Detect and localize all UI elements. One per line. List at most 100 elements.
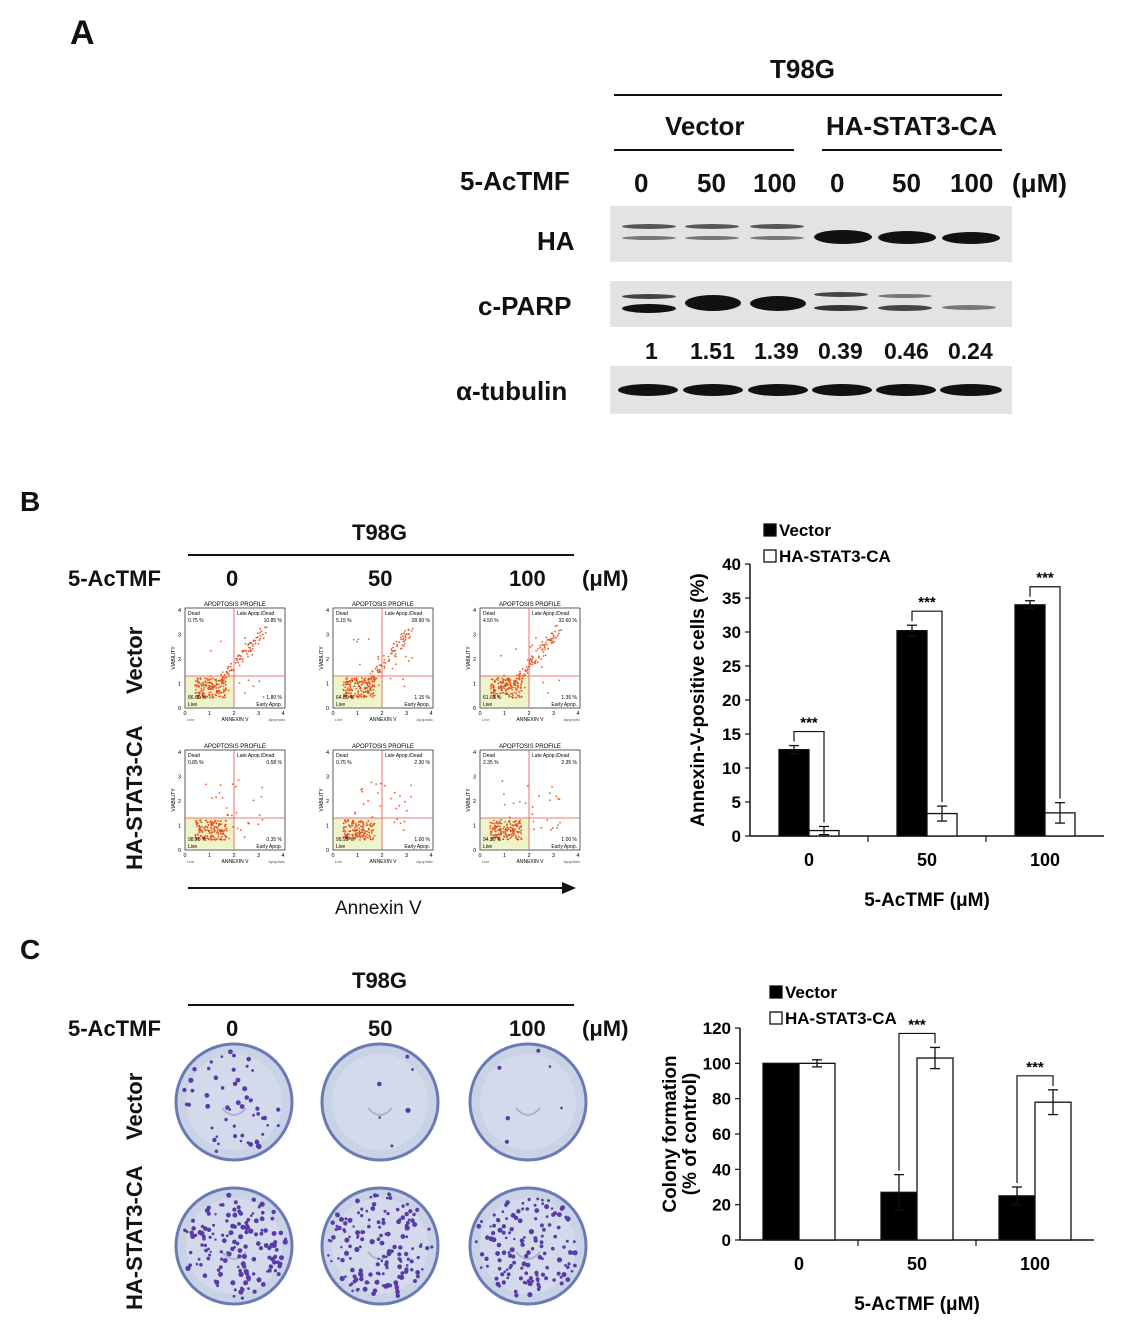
flow-dot (372, 823, 374, 826)
colony (356, 1236, 359, 1239)
flow-dot (521, 667, 524, 670)
flow-dot (251, 647, 254, 650)
flow-dot (410, 784, 412, 787)
flow-dot (252, 799, 255, 802)
quant-4: 0.39 (818, 338, 863, 364)
flow-dot (260, 630, 263, 633)
flow-dot (552, 637, 555, 640)
flow-dot (551, 639, 553, 642)
flow-dot (368, 831, 371, 834)
flow-x-right-label: Apoptotic (563, 859, 580, 864)
flow-dot (538, 655, 540, 658)
flow-dot (212, 822, 215, 825)
flow-dot (363, 835, 366, 837)
flow-dot (249, 649, 252, 651)
flow-dot (363, 691, 366, 694)
colony (568, 1251, 572, 1255)
flow-dot (210, 686, 212, 688)
colony (383, 1209, 387, 1213)
flow-dot (498, 820, 501, 823)
colony (560, 1106, 563, 1110)
colony (539, 1223, 544, 1228)
colony (360, 1230, 365, 1235)
bar-vector (762, 1062, 800, 1241)
flow-dot (213, 830, 216, 832)
colony (378, 1116, 381, 1119)
flow-x-left-label: Live (335, 717, 343, 722)
colony (189, 1250, 193, 1255)
colony (240, 1133, 245, 1138)
flow-dot (361, 825, 364, 828)
flow-x-tick: 3 (552, 711, 555, 717)
flow-dot (262, 696, 265, 698)
flow-dot (392, 642, 395, 645)
flow-dot (256, 632, 259, 635)
flow-dot (210, 827, 213, 830)
colony (385, 1255, 388, 1259)
blot-cparp (610, 281, 1012, 327)
flow-dot (375, 665, 378, 668)
flow-dot (366, 691, 369, 693)
colony (375, 1262, 380, 1267)
flow-dot (388, 660, 390, 662)
flow-dot (512, 696, 515, 699)
colony (364, 1280, 369, 1285)
flow-dot (403, 643, 406, 645)
flow-dot (217, 686, 220, 689)
flow-dot (379, 782, 382, 785)
flow-dot (345, 683, 347, 686)
flow-dot (355, 829, 357, 832)
flow-dot (406, 809, 408, 812)
flow-dot (520, 832, 523, 835)
flow-dot (364, 838, 366, 840)
panel-a-unit: (μM) (1012, 168, 1067, 198)
flow-dot (517, 822, 520, 825)
flow-dot (535, 659, 537, 662)
flow-dot (409, 635, 411, 638)
flow-dot (510, 835, 513, 838)
colony (524, 1271, 528, 1275)
flow-x-tick: 3 (257, 711, 260, 717)
flow-dot (502, 835, 505, 838)
flow-dot (367, 638, 370, 640)
flow-dot (518, 691, 520, 693)
colony (556, 1271, 561, 1276)
flow-dot (362, 695, 365, 698)
flow-dot (512, 824, 515, 827)
colony (217, 1142, 220, 1146)
flow-dot (398, 804, 401, 807)
colony (386, 1196, 389, 1200)
flow-dot (552, 641, 554, 644)
flow-q-late-value: 2.35 % (561, 760, 577, 766)
flow-dot (211, 695, 214, 697)
colony (343, 1221, 348, 1226)
colony (271, 1209, 276, 1215)
flow-dot (196, 837, 198, 840)
colony (360, 1237, 365, 1242)
flow-dot (502, 685, 504, 688)
flow-dot (204, 677, 207, 680)
colony (390, 1144, 394, 1148)
flow-dot (202, 681, 205, 684)
colony (244, 1230, 249, 1235)
flow-dot (402, 678, 404, 681)
flow-dot (200, 821, 203, 824)
panel-c-unit: (μM) (582, 1016, 629, 1041)
flow-dot (400, 633, 403, 636)
flow-dot (358, 830, 361, 833)
flow-dot (259, 637, 262, 640)
flow-x-tick: 1 (208, 711, 211, 717)
flow-x-tick: 0 (478, 711, 481, 717)
flow-dot (351, 821, 353, 824)
colony (241, 1262, 245, 1266)
flow-dot (362, 834, 364, 837)
flow-dot (357, 638, 360, 641)
colony (228, 1049, 233, 1055)
colony (371, 1291, 376, 1296)
colony (572, 1250, 578, 1256)
colony (340, 1258, 345, 1263)
flow-dot (391, 649, 393, 652)
flow-dot (504, 688, 507, 691)
panel-a-dose-1: 0 (634, 168, 649, 198)
flow-x-tick: 0 (183, 853, 186, 859)
